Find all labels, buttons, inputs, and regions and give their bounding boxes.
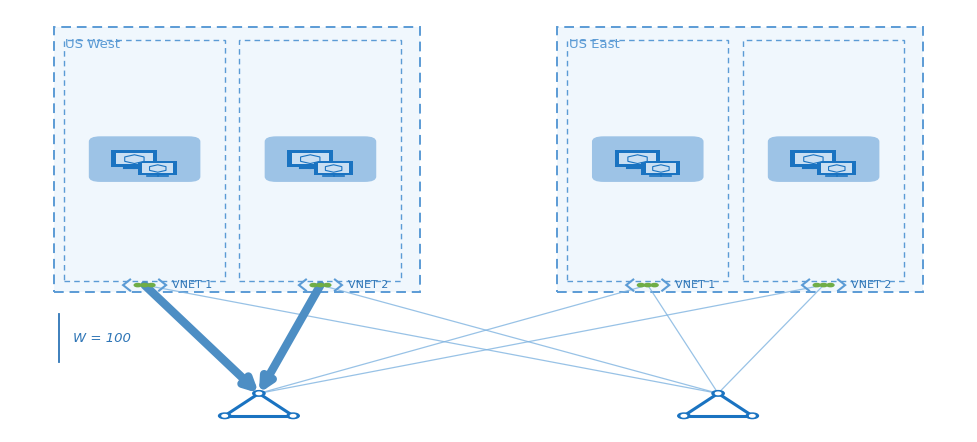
Circle shape [746,413,758,419]
FancyBboxPatch shape [315,161,353,175]
Polygon shape [149,165,166,172]
FancyBboxPatch shape [822,164,852,173]
Circle shape [317,283,324,287]
FancyBboxPatch shape [139,161,177,175]
Circle shape [827,283,834,287]
Circle shape [681,415,687,417]
Polygon shape [653,165,669,172]
FancyBboxPatch shape [592,136,703,182]
Circle shape [712,391,724,396]
FancyBboxPatch shape [646,164,676,173]
Polygon shape [301,155,319,164]
Polygon shape [125,155,144,164]
Circle shape [253,391,265,396]
FancyBboxPatch shape [790,150,836,167]
Text: VNET 1: VNET 1 [172,280,212,290]
Text: US East: US East [569,38,619,50]
Circle shape [678,413,690,419]
Circle shape [323,283,331,287]
FancyBboxPatch shape [54,27,420,292]
Circle shape [310,283,318,287]
Circle shape [141,283,149,287]
Text: W = 100: W = 100 [73,332,131,345]
FancyBboxPatch shape [292,153,328,164]
FancyBboxPatch shape [768,136,879,182]
FancyBboxPatch shape [89,136,200,182]
FancyBboxPatch shape [557,27,923,292]
Circle shape [287,413,299,419]
FancyBboxPatch shape [143,164,173,173]
Polygon shape [804,155,823,164]
FancyBboxPatch shape [619,153,656,164]
Circle shape [256,392,262,395]
Circle shape [290,415,296,417]
Text: VNET 2: VNET 2 [851,280,891,290]
FancyBboxPatch shape [615,150,660,167]
FancyBboxPatch shape [642,161,680,175]
Circle shape [148,283,155,287]
FancyBboxPatch shape [818,161,856,175]
Circle shape [651,283,658,287]
FancyBboxPatch shape [265,136,376,182]
Circle shape [134,283,142,287]
Text: VNET 1: VNET 1 [675,280,715,290]
Polygon shape [325,165,342,172]
Circle shape [820,283,828,287]
Circle shape [219,413,231,419]
Circle shape [222,415,228,417]
Polygon shape [628,155,647,164]
FancyBboxPatch shape [795,153,831,164]
Polygon shape [828,165,845,172]
FancyBboxPatch shape [111,150,157,167]
Circle shape [715,392,721,395]
Circle shape [644,283,652,287]
FancyBboxPatch shape [287,150,333,167]
Circle shape [749,415,755,417]
Circle shape [813,283,821,287]
FancyBboxPatch shape [319,164,349,173]
Text: VNET 2: VNET 2 [348,280,388,290]
Text: US West: US West [65,38,120,50]
FancyBboxPatch shape [116,153,152,164]
Circle shape [637,283,645,287]
